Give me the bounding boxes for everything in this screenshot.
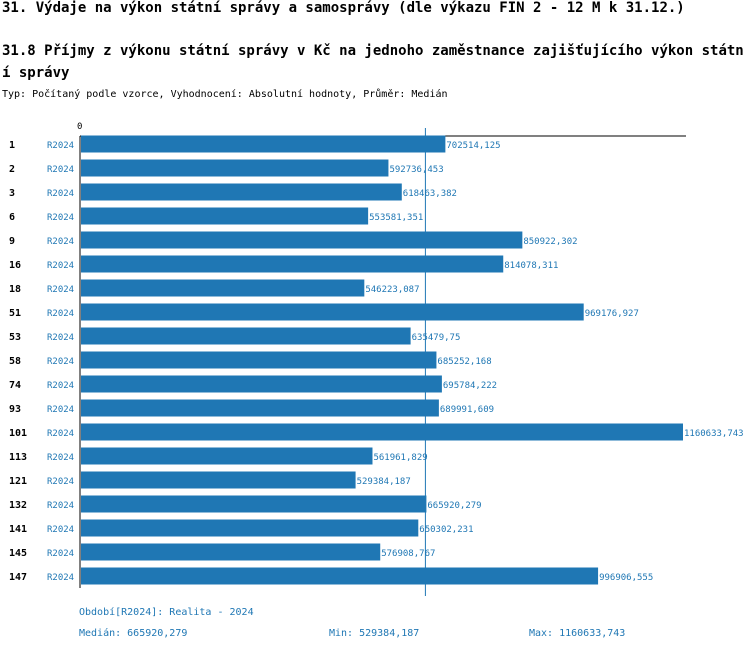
- value-label: 576908,767: [381, 549, 435, 559]
- x-tick-label: 0: [77, 122, 82, 132]
- series-label: R2024: [47, 477, 74, 487]
- bar: [81, 231, 523, 249]
- category-label: 141: [9, 524, 27, 535]
- series-label: R2024: [47, 573, 74, 583]
- value-label: 635479,75: [412, 333, 461, 343]
- series-label: R2024: [47, 381, 74, 391]
- bar: [81, 399, 439, 417]
- bar-chart: 0 1 R2024 702514,125 2 R2024 592736,453 3 R2024 6…: [9, 122, 744, 596]
- value-label: 665920,279: [427, 501, 481, 511]
- max-stat: Max: 1160633,743: [529, 628, 626, 639]
- value-label: 546223,087: [365, 285, 419, 295]
- bar: [81, 327, 411, 345]
- value-label: 592736,453: [389, 165, 443, 175]
- category-label: 1: [9, 140, 15, 151]
- chart-type-info: Typ: Počítaný podle vzorce, Vyhodnocení:…: [2, 89, 448, 100]
- bar: [81, 519, 419, 537]
- category-label: 145: [9, 548, 27, 559]
- category-label: 147: [9, 572, 27, 583]
- bar: [81, 207, 369, 225]
- median-stat: Medián: 665920,279: [79, 628, 188, 639]
- category-label: 9: [9, 236, 15, 247]
- series-label: R2024: [47, 525, 74, 535]
- category-label: 3: [9, 188, 15, 199]
- series-label: R2024: [47, 141, 74, 151]
- series-label: R2024: [47, 261, 74, 271]
- value-label: 702514,125: [446, 141, 500, 151]
- series-label: R2024: [47, 189, 74, 199]
- category-label: 51: [9, 308, 21, 319]
- bar: [81, 447, 373, 465]
- bar: [81, 183, 402, 201]
- bar: [81, 543, 381, 561]
- bar: [81, 375, 442, 393]
- min-stat: Min: 529384,187: [329, 628, 420, 639]
- series-label: R2024: [47, 453, 74, 463]
- series-label: R2024: [47, 309, 74, 319]
- category-label: 18: [9, 284, 21, 295]
- series-label: R2024: [47, 549, 74, 559]
- value-label: 969176,927: [585, 309, 639, 319]
- series-label: R2024: [47, 501, 74, 511]
- series-label: R2024: [47, 429, 74, 439]
- series-label: R2024: [47, 357, 74, 367]
- category-label: 16: [9, 260, 21, 271]
- category-label: 6: [9, 212, 15, 223]
- value-label: 650302,231: [419, 525, 473, 535]
- category-label: 58: [9, 356, 21, 367]
- bar: [81, 279, 365, 297]
- series-label: R2024: [47, 213, 74, 223]
- category-label: 74: [9, 380, 21, 391]
- series-label: R2024: [47, 237, 74, 247]
- value-label: 689991,609: [440, 405, 494, 415]
- value-label: 685252,168: [437, 357, 491, 367]
- value-label: 618463,382: [403, 189, 457, 199]
- bar: [81, 495, 427, 513]
- series-label: R2024: [47, 405, 74, 415]
- category-label: 113: [9, 452, 27, 463]
- value-label: 561961,829: [373, 453, 427, 463]
- value-label: 695784,222: [443, 381, 497, 391]
- value-label: 529384,187: [357, 477, 411, 487]
- category-label: 101: [9, 428, 27, 439]
- series-label: R2024: [47, 333, 74, 343]
- category-label: 121: [9, 476, 27, 487]
- category-label: 132: [9, 500, 27, 511]
- category-label: 2: [9, 164, 15, 175]
- series-label: R2024: [47, 285, 74, 295]
- value-label: 553581,351: [369, 213, 423, 223]
- period-info: Období[R2024]: Realita - 2024: [79, 607, 254, 618]
- section-title: 31. Výdaje na výkon státní správy a samo…: [2, 0, 685, 16]
- bar: [81, 567, 599, 585]
- bar: [81, 135, 446, 153]
- bar: [81, 303, 584, 321]
- bar: [81, 423, 683, 441]
- chart-title: 31.8 Příjmy z výkonu státní správy v Kč …: [2, 43, 744, 81]
- bar: [81, 159, 389, 177]
- category-label: 93: [9, 404, 21, 415]
- bar: [81, 255, 504, 273]
- value-label: 996906,555: [599, 573, 653, 583]
- bar: [81, 471, 356, 489]
- value-label: 1160633,743: [684, 429, 744, 439]
- series-label: R2024: [47, 165, 74, 175]
- value-label: 850922,302: [523, 237, 577, 247]
- category-label: 53: [9, 332, 21, 343]
- value-label: 814078,311: [504, 261, 558, 271]
- bar: [81, 351, 437, 369]
